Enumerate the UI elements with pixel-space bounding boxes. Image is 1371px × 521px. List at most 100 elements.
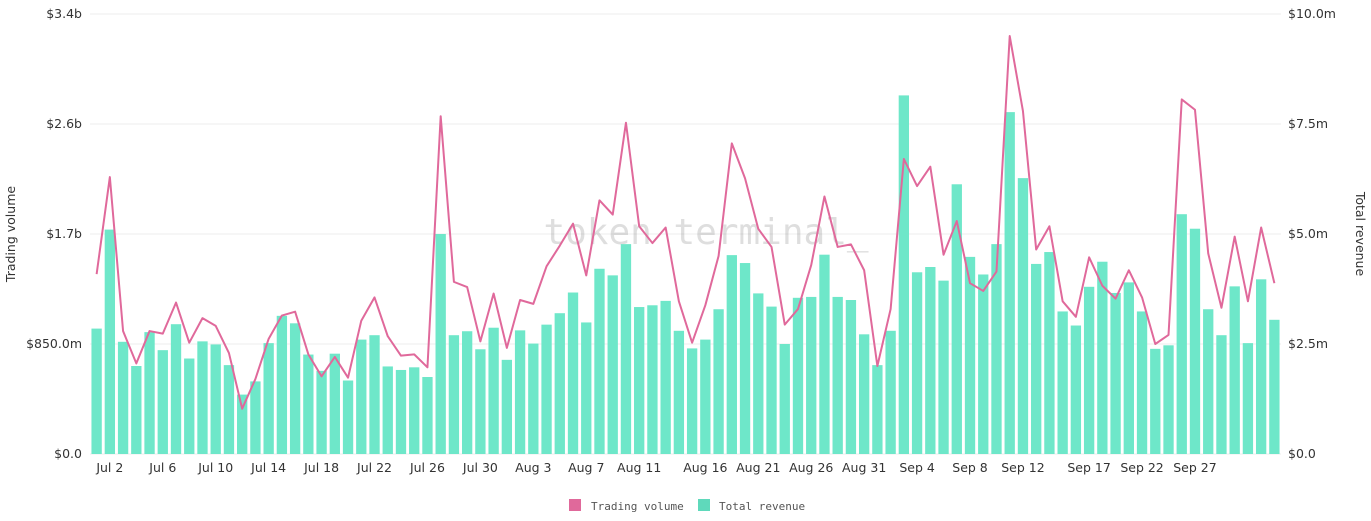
revenue-bar[interactable] xyxy=(170,324,182,454)
revenue-bar[interactable] xyxy=(1057,311,1068,454)
revenue-bar[interactable] xyxy=(726,255,737,454)
revenue-bar[interactable] xyxy=(289,323,301,454)
revenue-bar[interactable] xyxy=(184,358,195,454)
revenue-bar[interactable] xyxy=(104,229,116,454)
revenue-bar[interactable] xyxy=(991,244,1002,454)
revenue-bar[interactable] xyxy=(1150,348,1161,454)
legend-swatch-total-revenue[interactable] xyxy=(698,499,710,511)
revenue-bar[interactable] xyxy=(144,332,155,454)
revenue-bar[interactable] xyxy=(1110,292,1121,454)
revenue-bar[interactable] xyxy=(250,381,261,454)
revenue-bar[interactable] xyxy=(276,315,288,454)
revenue-bar[interactable] xyxy=(620,244,632,454)
revenue-bar[interactable] xyxy=(117,341,129,454)
revenue-bar[interactable] xyxy=(475,349,486,454)
revenue-bar[interactable] xyxy=(1083,286,1095,454)
revenue-bar[interactable] xyxy=(1136,311,1148,454)
revenue-bar[interactable] xyxy=(1269,319,1280,454)
legend-label-trading-volume[interactable]: Trading volume xyxy=(591,500,684,513)
revenue-bar[interactable] xyxy=(528,343,539,454)
revenue-bar[interactable] xyxy=(157,350,168,454)
revenue-bar[interactable] xyxy=(342,380,354,454)
revenue-bar[interactable] xyxy=(501,359,513,454)
revenue-bar[interactable] xyxy=(739,263,751,454)
revenue-bar[interactable] xyxy=(1216,335,1227,454)
revenue-bar[interactable] xyxy=(832,296,843,454)
revenue-bar[interactable] xyxy=(223,365,235,454)
x-tick-label: Aug 21 xyxy=(736,460,780,475)
revenue-bar[interactable] xyxy=(792,297,804,454)
revenue-bar[interactable] xyxy=(263,343,274,454)
revenue-bar[interactable] xyxy=(131,366,142,454)
legend-label-total-revenue[interactable]: Total revenue xyxy=(719,500,805,513)
revenue-bar[interactable] xyxy=(356,339,367,454)
revenue-bar[interactable] xyxy=(422,377,433,454)
revenue-bar[interactable] xyxy=(1004,112,1015,455)
revenue-bar[interactable] xyxy=(766,306,777,454)
revenue-bar[interactable] xyxy=(660,300,671,454)
revenue-bar[interactable] xyxy=(461,331,473,454)
legend-swatch-trading-volume[interactable] xyxy=(569,499,581,511)
revenue-bar[interactable] xyxy=(686,348,698,454)
revenue-bar[interactable] xyxy=(448,335,460,454)
revenue-bar[interactable] xyxy=(210,344,221,454)
revenue-bar[interactable] xyxy=(978,274,989,454)
revenue-bar[interactable] xyxy=(409,367,420,454)
revenue-bar[interactable] xyxy=(1176,214,1187,454)
revenue-bar[interactable] xyxy=(1031,263,1042,454)
revenue-bar[interactable] xyxy=(700,339,711,454)
revenue-bar[interactable] xyxy=(885,330,896,454)
revenue-bar[interactable] xyxy=(581,322,592,454)
revenue-bar[interactable] xyxy=(872,365,883,454)
revenue-bar[interactable] xyxy=(1242,343,1254,454)
revenue-bar[interactable] xyxy=(197,341,208,454)
revenue-bar[interactable] xyxy=(567,292,579,454)
revenue-bar[interactable] xyxy=(237,394,248,454)
revenue-bar[interactable] xyxy=(329,353,340,454)
revenue-bar[interactable] xyxy=(607,275,618,454)
revenue-bar[interactable] xyxy=(514,330,526,454)
revenue-bar[interactable] xyxy=(673,330,685,454)
revenue-bar[interactable] xyxy=(303,354,314,454)
revenue-bar[interactable] xyxy=(1203,309,1214,454)
revenue-bar[interactable] xyxy=(951,184,962,454)
revenue-bar[interactable] xyxy=(382,366,393,454)
revenue-bar[interactable] xyxy=(1189,228,1201,454)
revenue-bar[interactable] xyxy=(753,293,764,454)
x-tick-label: Jul 14 xyxy=(250,460,286,475)
trading-volume-line[interactable] xyxy=(95,35,1276,410)
revenue-bar[interactable] xyxy=(964,256,976,454)
revenue-bar[interactable] xyxy=(858,334,870,454)
revenue-bar[interactable] xyxy=(1017,178,1029,454)
revenue-bar[interactable] xyxy=(488,327,499,454)
revenue-bar[interactable] xyxy=(1229,286,1240,454)
revenue-bar[interactable] xyxy=(594,268,605,454)
revenue-bar[interactable] xyxy=(911,272,923,454)
revenue-bar[interactable] xyxy=(1044,252,1055,454)
revenue-bar[interactable] xyxy=(91,328,102,454)
revenue-bar[interactable] xyxy=(1070,325,1082,454)
revenue-bar[interactable] xyxy=(634,307,645,454)
x-tick-label: Sep 17 xyxy=(1067,460,1110,475)
x-tick-label: Aug 16 xyxy=(683,460,727,475)
revenue-bar[interactable] xyxy=(1123,282,1134,454)
revenue-bar[interactable] xyxy=(925,267,936,454)
revenue-bar[interactable] xyxy=(713,309,724,454)
legend[interactable]: Trading volume Total revenue xyxy=(569,499,805,513)
revenue-bar[interactable] xyxy=(369,335,380,454)
revenue-bar[interactable] xyxy=(541,324,552,454)
revenue-bar[interactable] xyxy=(395,369,407,454)
revenue-bar[interactable] xyxy=(779,344,790,454)
revenue-bar[interactable] xyxy=(647,305,658,454)
revenue-bar[interactable] xyxy=(938,280,949,454)
revenue-bar[interactable] xyxy=(1255,279,1267,454)
revenue-bar[interactable] xyxy=(435,234,446,454)
revenue-bar[interactable] xyxy=(1163,345,1174,454)
revenue-bar[interactable] xyxy=(806,296,817,454)
revenue-bar[interactable] xyxy=(1097,261,1108,454)
revenue-bar[interactable] xyxy=(554,313,565,454)
revenue-bar[interactable] xyxy=(845,300,857,454)
revenue-bar[interactable] xyxy=(316,370,327,454)
revenue-bar[interactable] xyxy=(819,254,830,454)
revenue-bar[interactable] xyxy=(898,95,910,455)
